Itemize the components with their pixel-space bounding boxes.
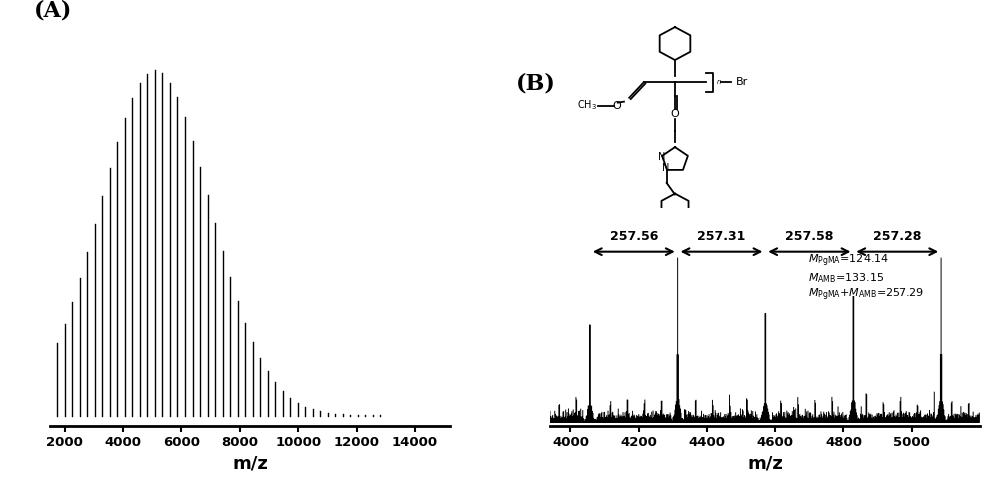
Text: N: N bbox=[662, 164, 669, 173]
Text: 257.31: 257.31 bbox=[697, 230, 746, 243]
Text: CH$_3$: CH$_3$ bbox=[577, 99, 598, 112]
X-axis label: m/z: m/z bbox=[232, 455, 268, 473]
Text: $M_{\mathrm{PgMA}}$=124.14: $M_{\mathrm{PgMA}}$=124.14 bbox=[808, 252, 889, 269]
Text: (B): (B) bbox=[516, 73, 555, 95]
Text: 257.56: 257.56 bbox=[610, 230, 658, 243]
Text: O: O bbox=[612, 101, 621, 110]
Text: $M_{\mathrm{PgMA}}$+$M_{\mathrm{AMB}}$=257.29: $M_{\mathrm{PgMA}}$+$M_{\mathrm{AMB}}$=2… bbox=[808, 287, 924, 303]
Text: N: N bbox=[658, 152, 665, 162]
Text: $M_{\mathrm{AMB}}$=133.15: $M_{\mathrm{AMB}}$=133.15 bbox=[808, 271, 884, 285]
Text: Br: Br bbox=[735, 77, 748, 87]
Text: O: O bbox=[671, 109, 679, 119]
Text: 257.28: 257.28 bbox=[873, 230, 921, 243]
Text: 257.58: 257.58 bbox=[785, 230, 834, 243]
X-axis label: m/z: m/z bbox=[747, 455, 783, 473]
Text: $_n$: $_n$ bbox=[716, 77, 722, 87]
Text: (A): (A) bbox=[34, 0, 72, 21]
